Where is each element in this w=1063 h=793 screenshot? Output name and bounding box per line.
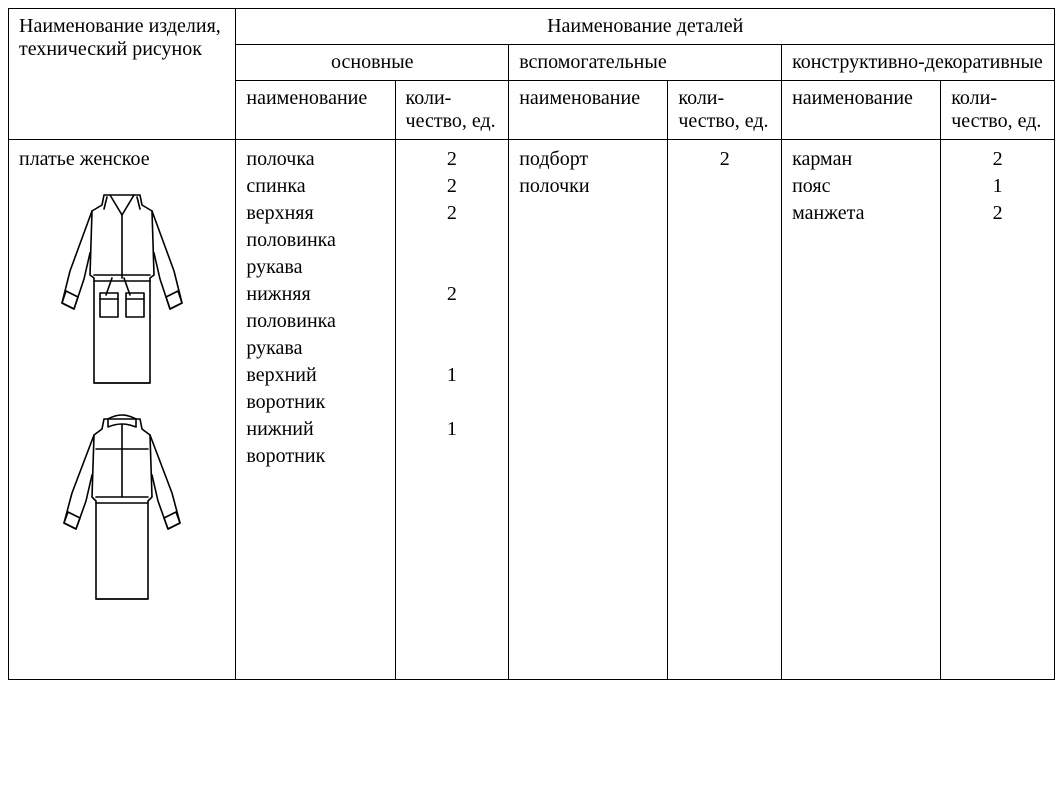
main-item-name: рукава — [246, 254, 384, 281]
dec-item-qty: 2 — [951, 200, 1044, 227]
header-dec-qty: коли­чество, ед. — [941, 81, 1055, 140]
main-item-name: рукава — [246, 335, 384, 362]
dec-item-name: манжета — [792, 200, 930, 227]
table-row: платье женское — [9, 140, 1055, 680]
header-dec-name: наиме­нование — [782, 81, 941, 140]
dec-item-name: карман — [792, 146, 930, 173]
main-item-name: нижняя — [246, 281, 384, 308]
main-item-qty: 1 — [406, 416, 499, 443]
main-item-name: полочка — [246, 146, 384, 173]
aux-item-name: подборт — [519, 146, 657, 173]
main-item-name: верхняя — [246, 200, 384, 227]
main-item-name: воротник — [246, 443, 384, 470]
main-item-qty: 2 — [406, 146, 499, 173]
technical-sketch — [19, 183, 225, 609]
product-name: платье женское — [19, 146, 225, 173]
dec-item-name: пояс — [792, 173, 930, 200]
header-auxiliary: вспомогательные — [509, 45, 782, 81]
cell-aux-names: подбортполочки — [509, 140, 668, 680]
dress-back-icon — [52, 409, 192, 609]
header-details-group: Наименование деталей — [236, 9, 1055, 45]
main-item-name: половинка — [246, 308, 384, 335]
cell-product: платье женское — [9, 140, 236, 680]
header-product-text: Наимено­ва­ние изделия, технический рису… — [19, 15, 221, 60]
header-main: основные — [236, 45, 509, 81]
aux-item-name: полочки — [519, 173, 657, 200]
cell-main-qty: 222..2..1.1. — [395, 140, 509, 680]
cell-aux-qty: 2. — [668, 140, 782, 680]
cell-dec-qty: 212 — [941, 140, 1055, 680]
header-product: Наимено­ва­ние изделия, технический рису… — [9, 9, 236, 140]
cell-main-names: полочкаспинкаверхняяполовинкарукаванижня… — [236, 140, 395, 680]
main-item-name: воротник — [246, 389, 384, 416]
main-item-name: половинка — [246, 227, 384, 254]
header-aux-qty: коли­чество, ед. — [668, 81, 782, 140]
garment-details-table: Наимено­ва­ние изделия, технический рису… — [8, 8, 1055, 680]
header-main-name: наиме­нование — [236, 81, 395, 140]
header-aux-name: наиме­нование — [509, 81, 668, 140]
main-item-qty: 2 — [406, 173, 499, 200]
main-item-name: нижний — [246, 416, 384, 443]
header-main-qty: коли­чество, ед. — [395, 81, 509, 140]
main-item-name: верхний — [246, 362, 384, 389]
dress-front-icon — [52, 183, 192, 393]
dec-item-qty: 2 — [951, 146, 1044, 173]
header-decorative: конструктивно-декоративные — [782, 45, 1055, 81]
main-item-qty: 2 — [406, 200, 499, 227]
dec-item-qty: 1 — [951, 173, 1044, 200]
main-item-qty: 2 — [406, 281, 499, 308]
main-item-qty: 1 — [406, 362, 499, 389]
cell-dec-names: карманпоясманжета — [782, 140, 941, 680]
main-item-name: спинка — [246, 173, 384, 200]
aux-item-qty: 2 — [678, 146, 771, 173]
